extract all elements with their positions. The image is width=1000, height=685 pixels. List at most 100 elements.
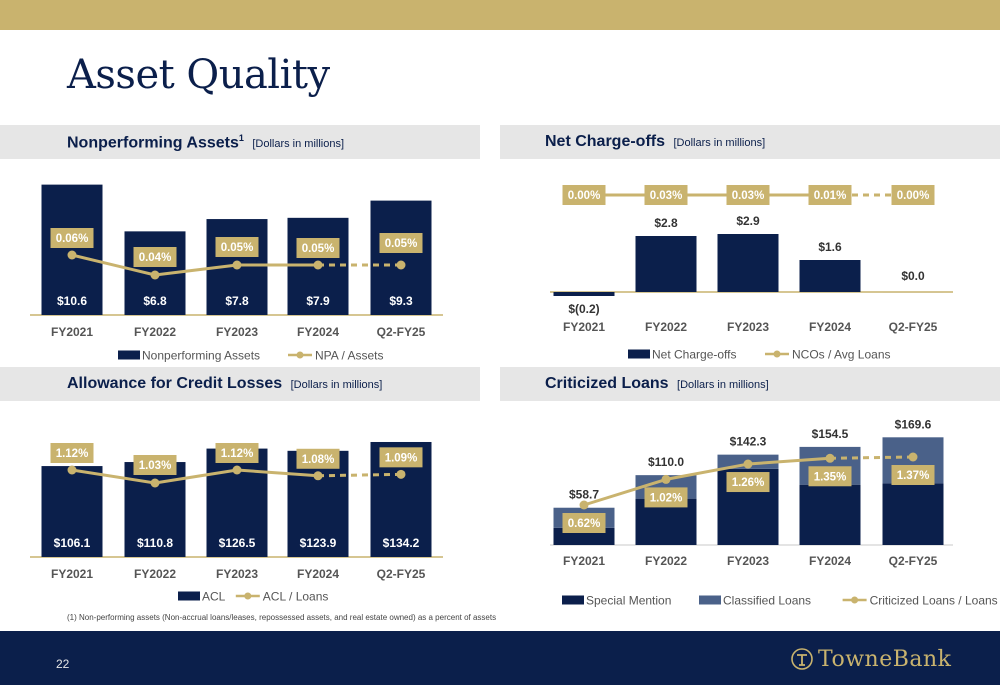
special-mention-bar — [882, 483, 944, 545]
bar-value-label: $(0.2) — [568, 302, 599, 316]
acl-loans-line-point — [67, 465, 77, 475]
criticized-ratio-label-bg — [726, 472, 770, 493]
nco-ratio-label: 0.00% — [897, 190, 930, 202]
legend-line-marker — [773, 350, 781, 358]
nco-ratio-label: 0.00% — [568, 190, 601, 202]
npa-assets-line-point — [396, 260, 406, 270]
criticized-ratio-label: 1.37% — [897, 470, 930, 482]
npa-ratio-label: 0.04% — [139, 252, 172, 264]
x-tick-label: FY2021 — [563, 554, 605, 568]
x-tick-label: FY2024 — [809, 554, 851, 568]
acl-loans-line-segment — [71, 468, 156, 485]
nonperforming-assets-bar — [370, 200, 432, 315]
bar-value-label: $2.8 — [654, 216, 678, 230]
bar-value-label: $10.6 — [57, 294, 87, 308]
npa-assets-line-segment — [71, 253, 156, 277]
criticized-loans-ratio-line-point — [579, 500, 589, 510]
nco-panel-title: Net Charge-offs — [545, 133, 666, 150]
x-tick-label: Q2-FY25 — [889, 320, 938, 334]
bar-total-label: $154.5 — [812, 427, 849, 441]
bar-value-label: $134.2 — [383, 536, 420, 550]
nco-ratio-label: 0.03% — [650, 190, 683, 202]
acl-loans-line-point — [150, 478, 160, 488]
x-tick-label: Q2-FY25 — [377, 325, 426, 339]
acl-ratio-label: 1.08% — [302, 454, 335, 466]
x-tick-label: FY2022 — [645, 320, 687, 334]
legend-label: NCOs / Avg Loans — [792, 348, 891, 362]
acl-loans-line-segment — [236, 468, 319, 478]
page-title: Asset Quality — [67, 52, 330, 98]
npa-panel-header: Nonperforming Assets1 [Dollars in millio… — [0, 125, 480, 159]
npa-ratio-label: 0.06% — [56, 233, 89, 245]
nco-panel-subtitle: [Dollars in millions] — [673, 137, 766, 149]
npa-ratio-label-bg — [379, 233, 423, 253]
legend-label: ACL / Loans — [263, 590, 329, 604]
criticized-ratio-label: 0.62% — [568, 518, 601, 530]
acl-ratio-label-bg — [50, 443, 94, 463]
acl-bar — [41, 466, 103, 557]
criticized-ratio-label-bg — [808, 466, 852, 487]
bar-value-label: $106.1 — [54, 536, 91, 550]
criticized-ratio-label: 1.35% — [814, 471, 847, 483]
towne-emblem-icon — [791, 648, 813, 670]
legend-line-marker — [851, 596, 859, 604]
acl-ratio-label-bg — [379, 447, 423, 468]
nco-ratio-label: 0.01% — [814, 190, 847, 202]
npa-assets-line-point — [232, 260, 242, 270]
criticized-loans-ratio-line-point — [661, 474, 671, 484]
bar-value-label: $6.8 — [143, 294, 167, 308]
legend-label: NPA / Assets — [315, 349, 383, 363]
legend-swatch — [628, 349, 650, 359]
acl-chart: $106.1 FY2021 $110.8 FY2022 $126.5 FY2023 $123… — [30, 441, 443, 604]
npa-assets-line-segment — [154, 263, 238, 277]
legend-label: Criticized Loans / Loans — [870, 594, 998, 608]
npa-ratio-label-bg — [133, 247, 177, 267]
crit-panel-title: Criticized Loans — [545, 375, 669, 392]
bar-total-label: $58.7 — [569, 488, 599, 502]
npa-footnote-marker: 1 — [238, 133, 244, 143]
acl-panel-header: Allowance for Credit Losses [Dollars in … — [0, 367, 480, 401]
bar-value-label: $126.5 — [219, 536, 256, 550]
x-tick-label: FY2023 — [727, 320, 769, 334]
net-charge-offs-bar — [799, 260, 861, 292]
acl-panel-title-wrap: Allowance for Credit Losses [Dollars in … — [67, 375, 382, 393]
x-tick-label: FY2023 — [216, 325, 258, 339]
top-accent-bar — [0, 0, 1000, 30]
legend-label: ACL — [202, 590, 226, 604]
npa-panel-subtitle: [Dollars in millions] — [252, 138, 345, 151]
npa-ratio-label: 0.05% — [221, 242, 254, 254]
acl-loans-line-point — [396, 469, 406, 479]
npa-ratio-label: 0.05% — [385, 238, 418, 250]
npa-assets-line-point — [150, 270, 160, 280]
x-tick-label: FY2023 — [727, 554, 769, 568]
criticized-ratio-label-bg — [891, 465, 935, 485]
legend-line-marker — [244, 592, 252, 600]
legend-swatch — [118, 350, 140, 360]
npa-ratio-label: 0.05% — [302, 243, 335, 255]
page-number: 22 — [56, 657, 70, 671]
acl-loans-line-point — [313, 471, 323, 481]
nco-ratio-label: 0.03% — [732, 190, 765, 202]
x-tick-label: FY2024 — [809, 320, 851, 334]
nco-ratio-label-bg — [808, 185, 852, 205]
x-tick-label: FY2021 — [51, 325, 93, 339]
acl-loans-line-point — [232, 465, 242, 475]
crit-panel-header: Criticized Loans [Dollars in millions] — [500, 367, 1000, 401]
nco-panel-header: Net Charge-offs [Dollars in millions] — [500, 125, 1000, 159]
bar-value-label: $7.8 — [225, 294, 249, 308]
bar-total-label: $110.0 — [648, 455, 684, 469]
criticized-ratio-label-bg — [562, 513, 606, 533]
npa-ratio-label-bg — [296, 238, 340, 258]
legend-swatch — [562, 595, 584, 605]
criticized-loans-ratio-line-point — [825, 453, 835, 463]
legend-line-marker — [296, 351, 304, 359]
towne-bank-logo: TowneBank — [790, 644, 952, 674]
npa-ratio-label-bg — [50, 228, 94, 248]
footer-bar — [0, 631, 1000, 685]
legend-label: Net Charge-offs — [652, 348, 737, 362]
bar-value-label: $7.9 — [306, 294, 330, 308]
bar-value-label: $9.3 — [389, 294, 413, 308]
bar-value-label: $110.8 — [137, 536, 173, 550]
npa-panel-title-wrap: Nonperforming Assets1 [Dollars in millio… — [67, 133, 344, 152]
x-tick-label: FY2022 — [645, 554, 687, 568]
